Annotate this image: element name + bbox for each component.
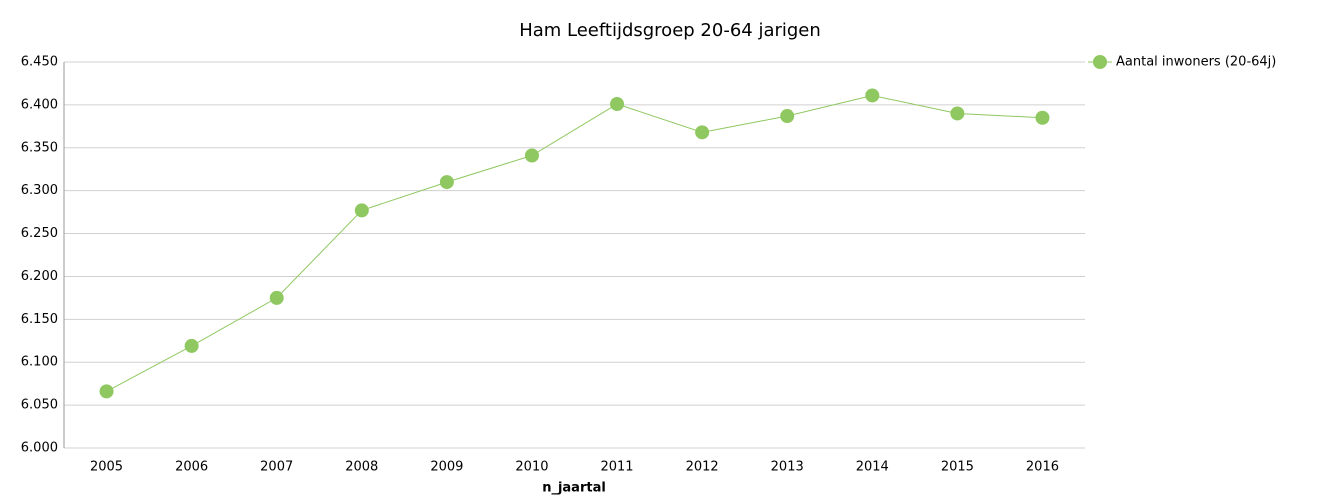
x-tick-label: 2014	[856, 460, 889, 475]
x-tick-label: 2011	[600, 460, 633, 475]
x-tick-label: 2007	[260, 460, 293, 475]
chart-title: Ham Leeftijdsgroep 20-64 jarigen	[519, 20, 821, 41]
x-tick-label: 2008	[345, 460, 378, 475]
point	[950, 106, 965, 121]
y-tick-label: 6.050	[21, 398, 58, 413]
point	[1035, 110, 1050, 125]
point	[780, 109, 795, 124]
point	[695, 125, 710, 140]
y-tick-label: 6.200	[21, 269, 58, 284]
x-tick-label: 2015	[941, 460, 974, 475]
point	[354, 203, 369, 218]
x-tick-label: 2013	[771, 460, 804, 475]
y-tick-label: 6.000	[21, 441, 58, 456]
x-tick-label: 2009	[430, 460, 463, 475]
y-tick-label: 6.150	[21, 312, 58, 327]
legend-label: Aantal inwoners (20-64j)	[1116, 55, 1276, 70]
point	[865, 88, 880, 103]
y-tick-label: 6.250	[21, 226, 58, 241]
x-tick-label: 2006	[175, 460, 208, 475]
y-tick-label: 6.300	[21, 183, 58, 198]
x-tick-label: 2016	[1026, 460, 1059, 475]
x-tick-label: 2005	[90, 460, 123, 475]
point	[99, 384, 114, 399]
point	[184, 338, 199, 353]
y-tick-label: 6.100	[21, 355, 58, 370]
y-tick-label: 6.350	[21, 140, 58, 155]
x-tick-label: 2012	[686, 460, 719, 475]
legend-marker	[1093, 55, 1107, 69]
point	[269, 290, 284, 305]
point	[610, 97, 625, 112]
y-tick-label: 6.450	[21, 55, 58, 70]
point	[524, 148, 539, 163]
x-axis-label: n_jaartal	[542, 481, 606, 496]
line	[106, 94, 1043, 392]
x-tick-label: 2010	[515, 460, 548, 475]
point	[439, 175, 454, 190]
y-tick-label: 6.400	[21, 97, 58, 112]
